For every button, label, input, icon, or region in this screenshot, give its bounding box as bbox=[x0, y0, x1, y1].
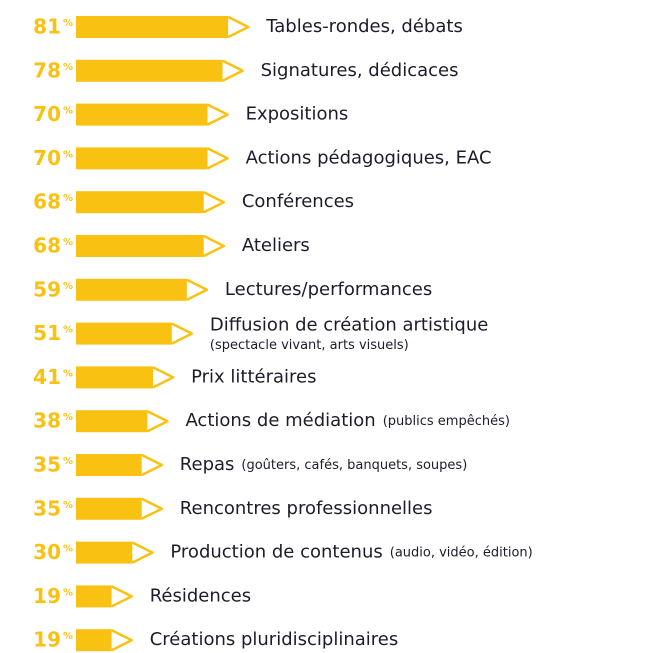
value-label: 68 bbox=[33, 234, 61, 258]
value-unit: % bbox=[63, 62, 73, 73]
bar-arrow bbox=[111, 585, 133, 608]
bar-arrow bbox=[207, 103, 229, 126]
bar bbox=[76, 103, 208, 126]
value-unit: % bbox=[63, 412, 73, 423]
value-unit: % bbox=[63, 281, 73, 292]
value-label: 68 bbox=[33, 190, 61, 214]
category-note: (audio, vidéo, édition) bbox=[390, 545, 533, 560]
value-unit: % bbox=[63, 587, 73, 598]
bar-arrow bbox=[227, 15, 250, 39]
category-name: Actions de médiation bbox=[185, 410, 375, 431]
bar bbox=[76, 322, 172, 345]
value-label: 59 bbox=[33, 277, 61, 301]
category-name: Production de contenus bbox=[170, 542, 382, 563]
category-label: Actions de médiation (publics empêchés) bbox=[185, 410, 509, 431]
bar bbox=[76, 454, 142, 476]
bar-arrow bbox=[171, 322, 194, 345]
value-unit: % bbox=[63, 456, 73, 467]
bar-arrow bbox=[203, 191, 226, 214]
category-name: Lectures/performances bbox=[225, 279, 432, 300]
value-label: 38 bbox=[33, 409, 61, 433]
value-unit: % bbox=[63, 544, 73, 555]
category-label: Résidences bbox=[150, 585, 251, 606]
bar-arrow bbox=[141, 453, 164, 477]
bar bbox=[76, 541, 133, 564]
category-name: Signatures, dédicaces bbox=[261, 60, 459, 81]
category-name: Conférences bbox=[242, 191, 354, 212]
category-name: Expositions bbox=[246, 104, 349, 125]
category-label: Diffusion de création artistique bbox=[210, 315, 488, 336]
category-label: Production de contenus (audio, vidéo, édi… bbox=[170, 542, 532, 563]
category-label: Signatures, dédicaces bbox=[261, 60, 459, 81]
value-label: 78 bbox=[33, 58, 61, 82]
value-unit: % bbox=[63, 237, 73, 248]
bar-arrow bbox=[141, 497, 164, 520]
category-note: (spectacle vivant, arts visuels) bbox=[210, 338, 409, 353]
value-label: 70 bbox=[33, 146, 61, 170]
bar bbox=[76, 147, 208, 170]
bar-arrow bbox=[146, 410, 169, 433]
value-unit: % bbox=[63, 368, 73, 379]
value-label: 51 bbox=[33, 321, 61, 345]
category-name: Résidences bbox=[150, 585, 251, 606]
bar bbox=[76, 585, 112, 608]
value-label: 81 bbox=[33, 15, 61, 39]
bar-arrow bbox=[207, 147, 229, 170]
value-unit: % bbox=[63, 149, 73, 160]
category-label: Expositions bbox=[246, 104, 349, 125]
category-name: Ateliers bbox=[242, 235, 310, 256]
value-label: 70 bbox=[33, 102, 61, 126]
category-label: Rencontres professionnelles bbox=[180, 498, 433, 519]
value-label: 30 bbox=[33, 540, 61, 564]
category-name: Actions pédagogiques, EAC bbox=[246, 147, 492, 168]
value-label: 35 bbox=[33, 453, 61, 477]
value-label: 35 bbox=[33, 496, 61, 520]
bar-arrow bbox=[152, 366, 175, 389]
category-name: Tables-rondes, débats bbox=[265, 16, 463, 37]
category-label: Conférences bbox=[242, 191, 354, 212]
bar bbox=[76, 59, 223, 82]
bar-arrow bbox=[222, 59, 244, 82]
value-unit: % bbox=[63, 193, 73, 204]
category-name: Créations pluridisciplinaires bbox=[150, 629, 399, 650]
category-label: Lectures/performances bbox=[225, 279, 432, 300]
category-name: Repas bbox=[180, 454, 235, 475]
bar-arrow bbox=[203, 234, 226, 258]
category-note: (goûters, cafés, banquets, soupes) bbox=[241, 458, 467, 473]
bar bbox=[76, 629, 112, 652]
value-label: 19 bbox=[33, 628, 61, 652]
value-label: 41 bbox=[33, 365, 61, 389]
bar-arrow bbox=[186, 278, 209, 301]
category-label: Repas (goûters, cafés, banquets, soupes) bbox=[180, 454, 467, 475]
bar bbox=[76, 235, 204, 257]
bar bbox=[76, 497, 142, 520]
bar-arrow bbox=[131, 541, 154, 564]
bar bbox=[76, 278, 187, 301]
bar bbox=[76, 366, 154, 389]
bar bbox=[76, 410, 148, 433]
category-label: Actions pédagogiques, EAC bbox=[246, 147, 492, 168]
bar bbox=[76, 16, 229, 38]
category-label: Prix littéraires bbox=[191, 366, 316, 387]
value-label: 19 bbox=[33, 584, 61, 608]
value-unit: % bbox=[63, 18, 73, 29]
value-unit: % bbox=[63, 500, 73, 511]
category-name: Diffusion de création artistique bbox=[210, 315, 488, 336]
bar bbox=[76, 191, 204, 214]
category-label: Ateliers bbox=[242, 235, 310, 256]
value-unit: % bbox=[63, 631, 73, 642]
category-label: Créations pluridisciplinaires bbox=[150, 629, 399, 650]
value-unit: % bbox=[63, 325, 73, 336]
category-note: (publics empêchés) bbox=[383, 414, 510, 429]
value-unit: % bbox=[63, 106, 73, 117]
category-label: Tables-rondes, débats bbox=[265, 16, 463, 37]
category-name: Prix littéraires bbox=[191, 366, 316, 387]
category-name: Rencontres professionnelles bbox=[180, 498, 433, 519]
bar-arrow bbox=[111, 629, 133, 652]
